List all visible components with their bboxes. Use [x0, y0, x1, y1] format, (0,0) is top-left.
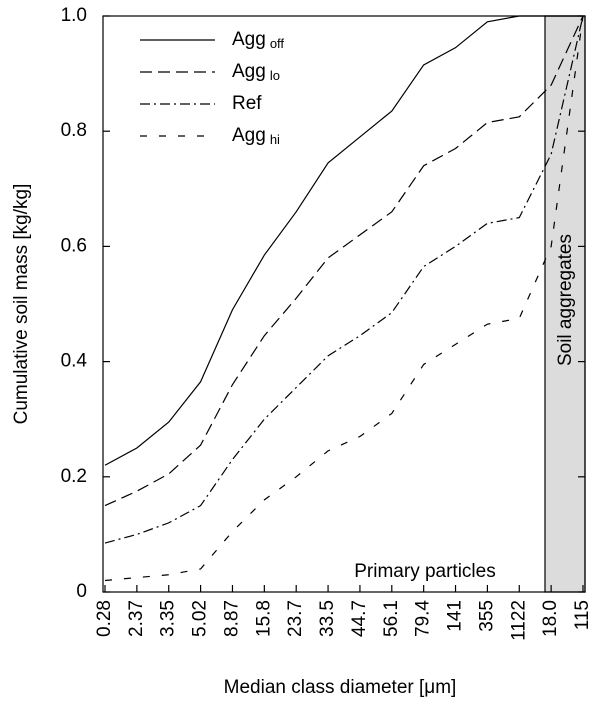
x-tick-label: 8.87	[221, 600, 242, 637]
x-tick-label: 79.4	[413, 600, 434, 637]
y-tick-label: 0.8	[61, 120, 87, 141]
legend-label: Agg hi	[232, 125, 280, 147]
legend-subscript: hi	[270, 132, 280, 147]
x-axis-title: Median class diameter [μm]	[224, 677, 457, 698]
series-line	[104, 15, 584, 544]
x-tick-label: 115	[572, 600, 593, 630]
x-tick-label: 5.02	[190, 600, 211, 637]
y-axis-title: Cumulative soil mass [kg/kg]	[11, 184, 32, 425]
x-tick-label: 3.35	[158, 600, 179, 637]
legend-subscript: lo	[270, 68, 280, 83]
x-tick-label: 44.7	[349, 600, 370, 637]
series-line	[104, 15, 584, 507]
x-tick-label: 18.0	[540, 600, 561, 637]
x-tick-label: 2.37	[126, 600, 147, 637]
legend-name: Agg	[232, 29, 266, 50]
x-tick-label: 0.28	[94, 600, 115, 637]
x-tick-label: 141	[445, 600, 466, 632]
legend-subscript: off	[270, 36, 285, 51]
x-tick-label: 15.8	[253, 600, 274, 637]
primary-label: Primary particles	[354, 561, 495, 582]
legend-label: Ref	[232, 93, 262, 114]
y-tick-label: 0.4	[61, 351, 88, 372]
aggregates-region	[544, 15, 586, 593]
series-line	[104, 15, 583, 466]
legend-label: Agg lo	[232, 61, 280, 83]
legend-name: Agg	[232, 125, 266, 146]
x-tick-label: 33.5	[317, 600, 338, 637]
legend-label: Agg off	[232, 29, 284, 51]
x-tick-label: 23.7	[285, 600, 306, 637]
x-tick-label: 56.1	[381, 600, 402, 637]
y-tick-label: 0	[76, 581, 87, 602]
legend-name: Ref	[232, 93, 262, 114]
x-tick-label: 355	[476, 600, 497, 632]
series-line	[104, 15, 584, 582]
aggregates-label: Soil aggregates	[555, 234, 576, 366]
plot-frame	[102, 15, 586, 593]
x-tick-label: 1122	[508, 600, 529, 641]
legend-name: Agg	[232, 61, 266, 82]
y-tick-label: 1.0	[61, 5, 87, 26]
y-tick-label: 0.2	[61, 466, 87, 487]
y-tick-label: 0.6	[61, 235, 87, 256]
